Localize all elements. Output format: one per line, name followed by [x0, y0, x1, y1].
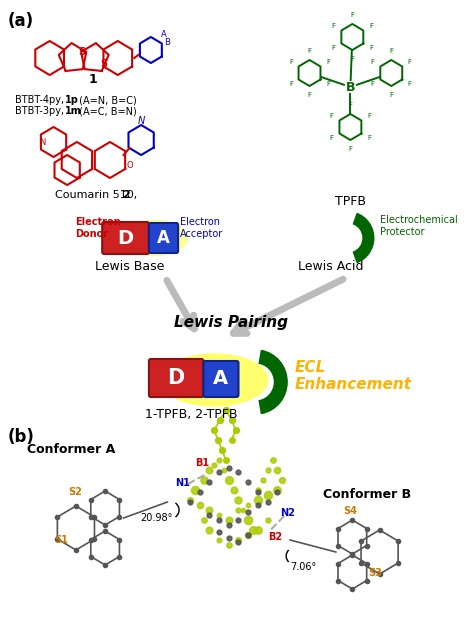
Text: N1: N1	[175, 478, 190, 488]
FancyBboxPatch shape	[149, 359, 203, 397]
Text: F: F	[330, 135, 334, 141]
Text: S1: S1	[55, 535, 68, 545]
Text: F: F	[348, 146, 352, 152]
Text: Lewis Acid: Lewis Acid	[298, 260, 364, 273]
Text: (A=C, B=N): (A=C, B=N)	[76, 106, 137, 116]
Text: F: F	[326, 81, 330, 87]
FancyBboxPatch shape	[102, 222, 149, 254]
Text: F: F	[350, 56, 355, 62]
Text: BTBT-3py,: BTBT-3py,	[15, 106, 67, 116]
Text: F: F	[367, 135, 371, 141]
Text: F: F	[326, 59, 330, 65]
Text: B2: B2	[268, 532, 282, 542]
Text: F: F	[371, 59, 375, 65]
Text: 1p: 1p	[65, 95, 79, 105]
Text: Lewis Base: Lewis Base	[95, 260, 164, 273]
Text: F: F	[389, 92, 393, 98]
Text: ECL
Enhancement: ECL Enhancement	[295, 360, 412, 392]
Text: B1: B1	[195, 458, 209, 468]
Text: N: N	[39, 137, 45, 146]
Text: F: F	[371, 81, 375, 87]
Text: D: D	[118, 229, 134, 247]
Text: S3: S3	[368, 568, 382, 578]
Wedge shape	[259, 350, 287, 413]
Text: A: A	[213, 369, 228, 387]
Text: N2: N2	[280, 508, 295, 518]
Text: Electrochemical
Protector: Electrochemical Protector	[380, 215, 457, 237]
Ellipse shape	[161, 354, 268, 406]
Text: F: F	[308, 48, 311, 54]
Text: F: F	[348, 102, 352, 108]
Text: 1m: 1m	[65, 106, 82, 116]
Text: D: D	[167, 368, 185, 388]
Text: F: F	[367, 113, 371, 119]
Ellipse shape	[124, 220, 187, 256]
Text: F: F	[332, 23, 336, 29]
Text: F: F	[332, 45, 336, 51]
Text: Lewis Pairing: Lewis Pairing	[173, 315, 288, 330]
Text: 1-TPFB, 2-TPFB: 1-TPFB, 2-TPFB	[146, 408, 238, 421]
Text: (A=N, B=C): (A=N, B=C)	[76, 95, 137, 105]
Text: F: F	[308, 92, 311, 98]
FancyBboxPatch shape	[149, 223, 178, 253]
Text: (b): (b)	[8, 428, 35, 446]
Text: BTBT-4py,: BTBT-4py,	[15, 95, 67, 105]
Text: F: F	[289, 81, 293, 87]
Text: S4: S4	[344, 506, 357, 516]
Text: Coumarin 510,: Coumarin 510,	[55, 190, 141, 200]
Text: F: F	[369, 45, 373, 51]
Text: N: N	[137, 116, 145, 126]
Text: 1: 1	[88, 73, 97, 86]
Text: F: F	[289, 59, 293, 65]
Text: A: A	[161, 30, 166, 39]
Wedge shape	[354, 213, 374, 263]
Text: O: O	[126, 161, 133, 170]
Text: F: F	[408, 81, 412, 87]
Text: Conformer B: Conformer B	[323, 488, 411, 501]
Text: F: F	[369, 23, 373, 29]
Text: S: S	[100, 59, 108, 69]
Text: A: A	[157, 229, 170, 247]
Text: 7.06°: 7.06°	[290, 562, 316, 572]
Text: F: F	[389, 48, 393, 54]
Text: B: B	[346, 81, 355, 93]
Text: S2: S2	[68, 487, 82, 497]
FancyBboxPatch shape	[203, 361, 238, 397]
Text: Electron
Donor: Electron Donor	[75, 217, 120, 239]
Text: F: F	[330, 113, 334, 119]
Text: B: B	[164, 38, 170, 47]
Text: F: F	[350, 12, 355, 18]
Text: (a): (a)	[8, 12, 34, 30]
Text: Electron
Acceptor: Electron Acceptor	[180, 217, 223, 239]
Text: S: S	[78, 47, 85, 57]
Text: 20.98°: 20.98°	[140, 513, 173, 523]
Text: Conformer A: Conformer A	[27, 443, 116, 456]
Text: TPFB: TPFB	[335, 195, 366, 208]
Text: F: F	[408, 59, 412, 65]
Text: 2: 2	[122, 190, 129, 200]
